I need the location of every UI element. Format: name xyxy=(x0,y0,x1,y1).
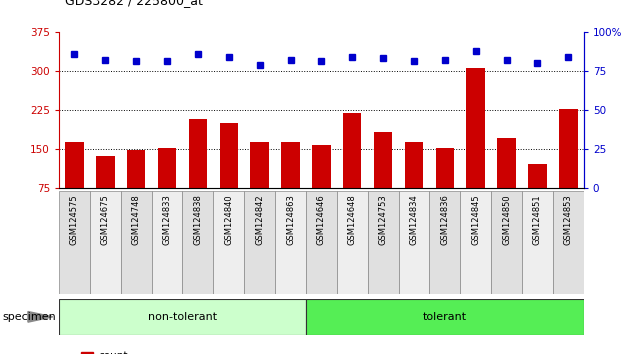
Bar xyxy=(183,191,214,294)
Bar xyxy=(120,191,152,294)
Bar xyxy=(312,145,330,227)
Bar xyxy=(275,191,306,294)
Text: GSM124836: GSM124836 xyxy=(440,194,450,245)
Bar xyxy=(59,191,90,294)
Bar xyxy=(522,191,553,294)
Bar xyxy=(460,191,491,294)
Bar xyxy=(281,142,300,227)
Text: GSM124863: GSM124863 xyxy=(286,194,295,245)
Text: GSM124834: GSM124834 xyxy=(409,194,419,245)
Bar xyxy=(90,191,120,294)
Text: GSM124845: GSM124845 xyxy=(471,194,480,245)
Text: GSM124850: GSM124850 xyxy=(502,194,511,245)
Bar xyxy=(244,191,275,294)
Text: GDS3282 / 225800_at: GDS3282 / 225800_at xyxy=(65,0,203,7)
Bar xyxy=(466,68,485,227)
Text: GSM124675: GSM124675 xyxy=(101,194,110,245)
Bar xyxy=(435,148,454,227)
Bar xyxy=(250,142,269,227)
Text: GSM124646: GSM124646 xyxy=(317,194,326,245)
Bar xyxy=(65,142,84,227)
Bar xyxy=(189,119,207,227)
Bar xyxy=(368,191,399,294)
Bar xyxy=(559,109,578,227)
Text: tolerant: tolerant xyxy=(423,312,467,322)
Bar xyxy=(528,164,546,227)
Text: GSM124853: GSM124853 xyxy=(564,194,573,245)
Bar xyxy=(374,132,392,227)
Bar xyxy=(491,191,522,294)
Bar xyxy=(158,148,176,227)
Bar xyxy=(399,191,429,294)
Text: GSM124838: GSM124838 xyxy=(193,194,202,245)
Bar xyxy=(337,191,368,294)
Text: GSM124575: GSM124575 xyxy=(70,194,79,245)
Bar xyxy=(219,123,238,227)
Text: GSM124833: GSM124833 xyxy=(163,194,171,245)
Text: GSM124648: GSM124648 xyxy=(348,194,356,245)
Bar xyxy=(429,191,460,294)
Bar xyxy=(96,156,114,227)
Bar xyxy=(127,150,145,227)
Legend: count, percentile rank within the sample: count, percentile rank within the sample xyxy=(76,347,279,354)
Text: GSM124840: GSM124840 xyxy=(224,194,233,245)
Bar xyxy=(152,191,183,294)
Bar xyxy=(306,299,584,335)
Bar xyxy=(405,142,424,227)
Bar xyxy=(343,113,361,227)
Text: GSM124851: GSM124851 xyxy=(533,194,542,245)
Bar xyxy=(553,191,584,294)
Text: GSM124753: GSM124753 xyxy=(379,194,388,245)
Bar xyxy=(59,299,306,335)
Text: non-tolerant: non-tolerant xyxy=(148,312,217,322)
Bar xyxy=(497,138,516,227)
Text: GSM124842: GSM124842 xyxy=(255,194,264,245)
Text: GSM124748: GSM124748 xyxy=(132,194,141,245)
Bar xyxy=(214,191,244,294)
Polygon shape xyxy=(28,312,53,322)
Bar xyxy=(306,191,337,294)
Text: specimen: specimen xyxy=(2,312,56,322)
